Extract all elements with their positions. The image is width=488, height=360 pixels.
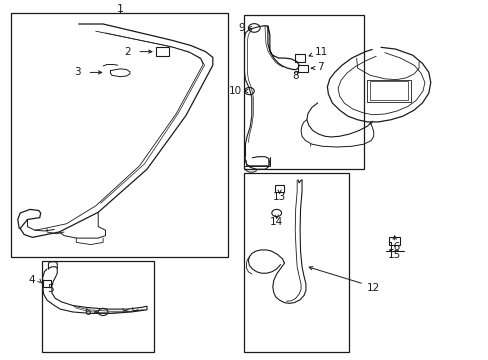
Text: 10: 10 — [228, 86, 242, 96]
Bar — [11, 13, 228, 257]
Bar — [42, 280, 51, 287]
Bar — [294, 54, 305, 62]
Text: 5: 5 — [47, 284, 54, 294]
Text: 2: 2 — [124, 46, 131, 57]
Text: 13: 13 — [272, 192, 285, 202]
Text: 3: 3 — [74, 67, 81, 77]
Text: 1: 1 — [117, 4, 123, 14]
Bar — [244, 15, 363, 169]
Bar — [156, 47, 168, 56]
Bar — [388, 237, 399, 245]
Text: 14: 14 — [269, 217, 283, 227]
Text: 7: 7 — [316, 62, 323, 72]
Text: 15: 15 — [387, 249, 401, 260]
Bar — [366, 80, 410, 102]
Bar — [244, 173, 348, 352]
Text: 4: 4 — [28, 275, 35, 285]
Text: 11: 11 — [315, 46, 328, 57]
Text: 9: 9 — [238, 23, 245, 33]
Bar — [42, 261, 154, 352]
Text: 16: 16 — [387, 242, 401, 252]
Bar — [298, 65, 307, 72]
Text: 6: 6 — [84, 307, 91, 317]
Bar — [274, 185, 284, 192]
Bar — [369, 81, 407, 100]
Text: 8: 8 — [292, 71, 298, 81]
Text: 12: 12 — [366, 283, 379, 293]
